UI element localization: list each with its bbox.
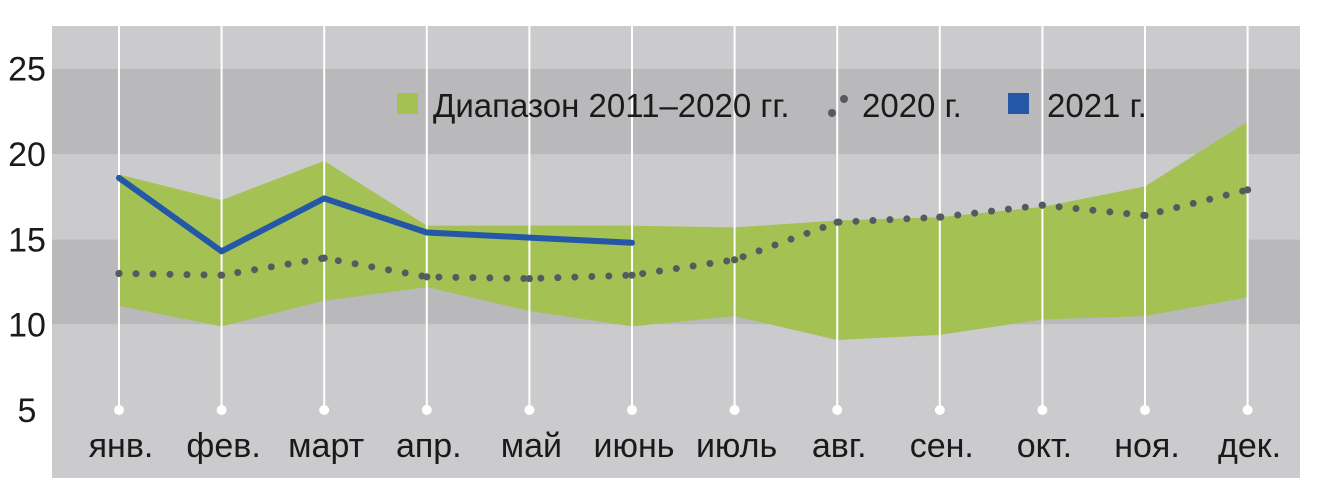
legend-swatch-2020-dot2: [840, 95, 848, 103]
gridline-dot: [1140, 405, 1150, 415]
legend-label-range: Диапазон 2011–2020 гг.: [433, 87, 790, 124]
legend: Диапазон 2011–2020 гг. 2020 г. 2021 г.: [397, 87, 1147, 124]
series-2020-point: [115, 269, 123, 278]
x-tick-label: ноя.: [1114, 427, 1180, 465]
gridline-dot: [421, 405, 432, 415]
grid-band: [52, 68, 1300, 154]
series-2020-point: [1244, 186, 1252, 194]
series-2020-point: [1141, 211, 1149, 220]
series-2020-point: [218, 271, 226, 279]
series-2020-point: [423, 273, 431, 281]
x-tick-label: дек.: [1218, 427, 1281, 465]
series-2020-line: [115, 186, 1252, 283]
x-tick-label: апр.: [396, 427, 462, 465]
gridline-dot: [934, 405, 945, 415]
y-axis-ticks: 5 10 15 20 25: [8, 51, 46, 430]
series-2020-point: [525, 274, 534, 283]
x-tick-label: май: [501, 427, 562, 465]
x-tick-label: март: [288, 427, 364, 465]
category-axis-band: [52, 410, 1300, 478]
x-tick-label: янв.: [89, 427, 154, 465]
series-2020-point: [320, 254, 328, 262]
range-area: [119, 121, 1248, 341]
gridline-dot: [832, 405, 843, 415]
legend-label-2020: 2020 г.: [862, 87, 962, 124]
series-2020-point: [936, 213, 944, 221]
y-tick-label: 10: [8, 307, 46, 345]
gridline-dot: [627, 405, 637, 415]
legend-swatch-range: [397, 93, 418, 114]
y-tick-label: 25: [8, 51, 46, 89]
y-tick-label: 20: [8, 136, 46, 174]
x-tick-label: июнь: [594, 427, 675, 465]
x-tick-label: сен.: [910, 427, 974, 465]
y-tick-label: 5: [18, 392, 37, 430]
series-2021-line: [116, 174, 635, 255]
series-2020-point: [833, 218, 841, 226]
legend-swatch-2021: [1008, 93, 1029, 114]
series-2020-point: [731, 256, 739, 264]
x-tick-label: июль: [696, 427, 777, 465]
gridline-dot: [524, 405, 535, 415]
series-2020-point: [1038, 201, 1046, 209]
grid-band: [52, 324, 1300, 410]
series-2021: [116, 174, 635, 255]
x-tick-label: авг.: [812, 427, 867, 465]
x-tick-label: фев.: [186, 427, 260, 465]
gridline-dot: [114, 405, 124, 415]
series-2020-point: [628, 271, 636, 279]
grid-band: [52, 26, 1300, 69]
x-axis-ticks: янв. фев. март апр. май июнь июль авг. сен. окт. н…: [89, 427, 1281, 465]
gridline-dot: [216, 405, 227, 415]
range-area-polygon: [119, 121, 1248, 341]
gridline-dot: [729, 405, 740, 415]
legend-label-2021: 2021 г.: [1047, 87, 1147, 124]
x-tick-label: окт.: [1017, 427, 1072, 465]
y-tick-label: 15: [8, 221, 46, 259]
gridline-dot: [319, 405, 330, 415]
gridline-dot: [1242, 405, 1253, 415]
gridline-dot: [1037, 405, 1048, 415]
series-2020: [115, 186, 1252, 283]
legend-swatch-2020-dot1: [828, 109, 836, 117]
